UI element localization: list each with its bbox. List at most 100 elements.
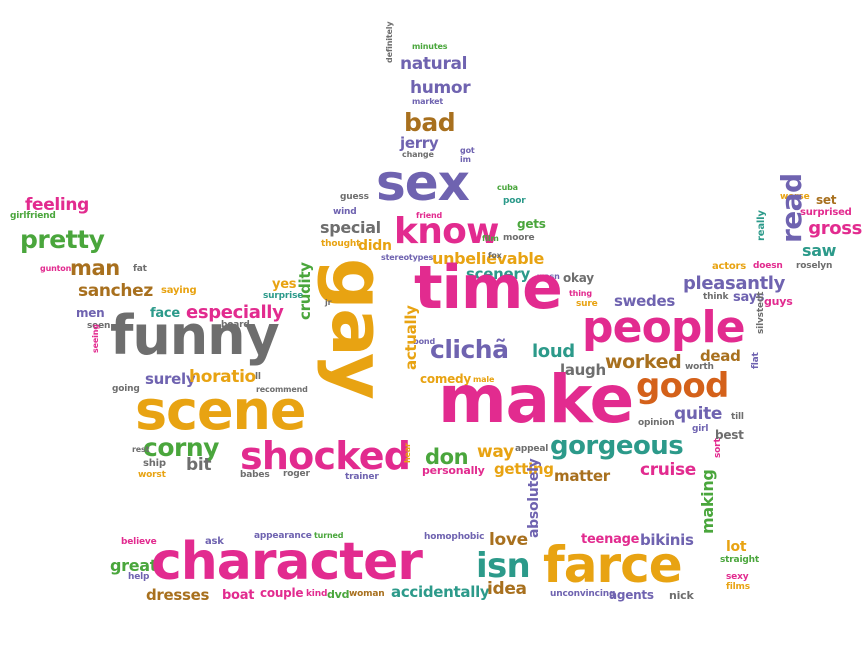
word-face: face	[150, 306, 180, 321]
word-farce: farce	[543, 536, 683, 594]
word-hear: hear	[403, 442, 412, 463]
word-gorgeous: gorgeous	[550, 431, 684, 461]
word-horatio: horatio	[189, 367, 256, 387]
word-cruise: cruise	[640, 460, 696, 480]
word-isn: isn	[476, 546, 531, 586]
word-gunton: gunton	[40, 264, 72, 273]
word-really: really	[756, 210, 767, 241]
word-wind: wind	[333, 207, 357, 217]
word-natural: natural	[400, 54, 468, 74]
word-cuba: cuba	[497, 183, 518, 192]
word-scenery: scenery	[466, 265, 530, 283]
word-im: im	[460, 155, 471, 164]
word-poor: poor	[503, 196, 526, 206]
word-boat: boat	[222, 588, 255, 603]
word-market: market	[412, 97, 444, 106]
word-man: man	[70, 256, 120, 280]
word-make: make	[438, 361, 634, 438]
word-girl: girl	[692, 424, 709, 434]
word-ll: ll	[255, 372, 261, 382]
word-nick: nick	[669, 589, 694, 602]
word-ask: ask	[205, 536, 224, 547]
word-bond: bond	[413, 337, 436, 346]
word-guys: guys	[764, 295, 793, 308]
word-lot: lot	[726, 539, 747, 555]
word-don: don	[425, 445, 469, 469]
word-comedy: comedy	[420, 372, 471, 386]
word-babes: babes	[240, 470, 270, 480]
word-kind: kind	[306, 589, 328, 599]
word-till: till	[731, 412, 744, 422]
word-laugh: laugh	[560, 361, 606, 379]
word-gross: gross	[808, 218, 862, 239]
word-sex: sex	[376, 154, 470, 212]
word-jerry: jerry	[400, 134, 439, 152]
word-guess: guess	[340, 192, 369, 202]
word-wasn: wasn	[537, 272, 560, 281]
word-jr: jr	[325, 298, 332, 307]
word-seen: seen	[87, 321, 111, 331]
word-especially: especially	[186, 302, 284, 323]
word-saying: saying	[161, 285, 197, 296]
word-crudity: crudity	[296, 261, 314, 320]
word-feeling: feeling	[25, 195, 90, 215]
word-seeing: seeing	[91, 323, 100, 353]
word-unconvincing: unconvincing	[550, 589, 616, 599]
word-help: help	[128, 572, 150, 582]
word-homophobic: homophobic	[424, 532, 485, 542]
word-worth: worth	[685, 362, 714, 372]
word-minutes: minutes	[412, 42, 448, 51]
word-doesn: doesn	[753, 261, 783, 271]
word-clich-: clichã	[430, 335, 509, 364]
word-flat: flat	[751, 352, 761, 369]
word-worst: worst	[138, 470, 166, 480]
word-board: board	[221, 320, 250, 330]
word-sort: sort	[713, 438, 723, 458]
word-sure: sure	[576, 299, 598, 309]
word-shocked: shocked	[240, 434, 411, 478]
word-fat: fat	[133, 264, 147, 274]
word-loud: loud	[532, 341, 575, 362]
word-saw: saw	[802, 241, 837, 260]
word-couple: couple	[260, 586, 304, 600]
word-gets: gets	[517, 217, 546, 231]
word-woman: woman	[349, 589, 385, 599]
word-think: think	[703, 292, 729, 302]
word-idea: idea	[487, 579, 527, 599]
word-sexy: sexy	[726, 572, 749, 582]
word-yes: yes	[272, 277, 297, 292]
word-going: going	[112, 384, 140, 394]
word-corny: corny	[143, 433, 219, 462]
word-getting: getting	[494, 460, 554, 478]
word-straight: straight	[720, 555, 759, 565]
word-film: film	[482, 234, 499, 243]
word-male: male	[473, 375, 495, 384]
word-swedes: swedes	[614, 292, 675, 310]
word-worse: worse	[780, 192, 810, 202]
word-worked: worked	[605, 351, 682, 373]
word-scene: scene	[135, 379, 307, 442]
word-appeal: appeal	[515, 444, 549, 454]
word-believe: believe	[121, 537, 157, 547]
word-good: good	[636, 366, 729, 406]
word-making: making	[698, 469, 717, 534]
word-appearance: appearance	[254, 531, 312, 541]
word-quite: quite	[674, 404, 723, 424]
word-best: best	[715, 428, 744, 442]
word-love: love	[489, 530, 528, 550]
word-pleasantly: pleasantly	[683, 273, 785, 294]
word-time: time	[414, 253, 563, 323]
word-roselyn: roselyn	[796, 261, 833, 271]
word-agents: agents	[609, 588, 654, 602]
word-pretty: pretty	[20, 225, 105, 254]
word-moore: moore	[503, 233, 535, 243]
word-dvd: dvd	[327, 588, 350, 601]
word-roger: roger	[283, 469, 310, 479]
word-bikinis: bikinis	[640, 531, 694, 549]
word-definitely: definitely	[385, 21, 394, 63]
word-men: men	[76, 306, 105, 320]
word-surprise: surprise	[263, 291, 304, 301]
word-great: great	[110, 556, 158, 575]
word-set: set	[816, 193, 837, 207]
